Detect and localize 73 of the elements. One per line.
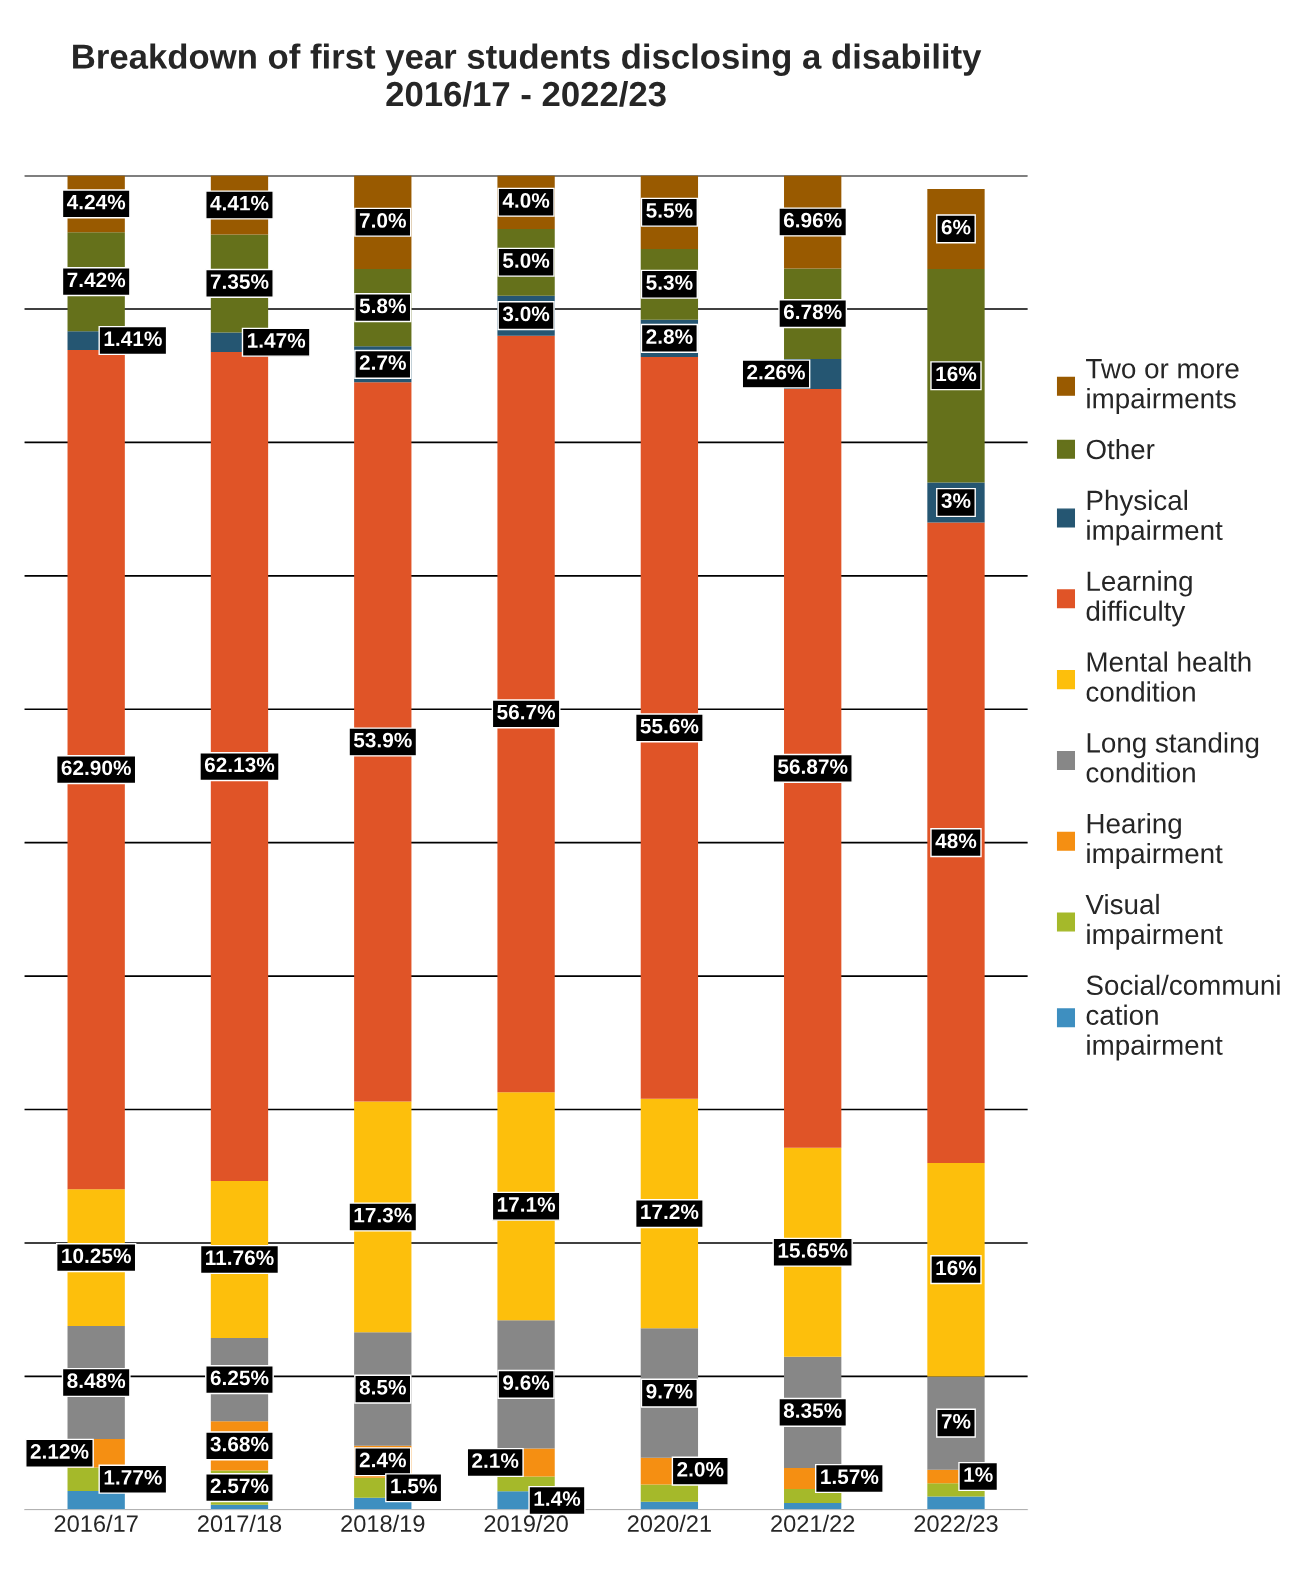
x-tick-label: 2019/20 [484, 1514, 568, 1533]
x-tick-label: 2021/22 [771, 1514, 855, 1533]
data-label: 15.65% [778, 1243, 848, 1258]
bar [640, 1484, 699, 1502]
data-label: 4.0% [502, 193, 550, 208]
bar [927, 522, 985, 1163]
data-label: 1.77% [104, 1470, 162, 1485]
data-label: 1.47% [247, 333, 306, 348]
data-label: 6.78% [783, 304, 842, 320]
legend-label: Social/communication impairment [1086, 974, 1280, 1061]
data-label: 1.4% [534, 1491, 581, 1507]
data-label: 2.0% [677, 1461, 724, 1477]
data-label: 2.26% [747, 364, 805, 380]
data-label: 62.13% [204, 757, 275, 773]
data-label: 8.48% [67, 1373, 126, 1389]
legend-label: Mental health condition [1086, 651, 1251, 702]
data-label: 5.0% [502, 253, 550, 268]
data-label: 62.90% [61, 760, 131, 776]
data-label: 2.4% [359, 1452, 406, 1468]
data-label: 56.7% [497, 704, 556, 720]
data-label: 3.0% [502, 306, 550, 322]
data-label: 10.25% [62, 1248, 131, 1264]
data-label: 2.8% [646, 329, 693, 344]
bar [927, 1496, 985, 1510]
data-label: 56.87% [778, 759, 848, 775]
x-tick-label: 2017/18 [198, 1514, 282, 1533]
data-label: 1.57% [821, 1469, 879, 1485]
data-label: 4.24% [66, 194, 126, 210]
x-tick-label: 2018/19 [341, 1514, 425, 1533]
data-label: 3% [941, 493, 971, 509]
data-label: 8.35% [783, 1403, 842, 1418]
data-label: 6.96% [783, 212, 842, 228]
x-tick-label: 2016/17 [54, 1514, 138, 1533]
data-label: 5.3% [646, 275, 693, 290]
data-label: 2.12% [30, 1444, 89, 1459]
legend-label: Long standing condition [1086, 732, 1259, 783]
data-label: 53.9% [353, 732, 412, 748]
x-tick-label: 2020/21 [627, 1514, 711, 1533]
data-label: 9.7% [646, 1383, 693, 1399]
x-tick-label: 2022/23 [914, 1514, 998, 1533]
data-label: 2.57% [210, 1478, 269, 1494]
data-label: 17.2% [641, 1204, 699, 1220]
data-label: 48% [935, 833, 977, 849]
data-label: 1.41% [104, 331, 162, 347]
data-label: 3.68% [210, 1436, 269, 1452]
legend-label: Learning difficulty [1086, 570, 1192, 627]
data-label: 7% [941, 1413, 971, 1429]
data-label: 11.76% [206, 1250, 274, 1266]
data-label: 7.0% [359, 213, 406, 228]
data-label: 16% [936, 366, 977, 382]
data-label: 7.35% [210, 274, 269, 290]
data-label: 4.41% [210, 195, 269, 211]
data-label: 7.42% [67, 272, 126, 288]
legend-label: Two or more impairments [1086, 359, 1239, 414]
legend-label: Hearing impairment [1087, 813, 1223, 869]
data-label: 17.1% [497, 1197, 556, 1212]
legend-label: Visual impairment [1085, 893, 1223, 950]
data-label: 2.1% [472, 1453, 519, 1468]
data-label: 8.5% [359, 1379, 406, 1395]
data-label: 1.5% [391, 1478, 437, 1494]
data-label: 5.5% [646, 203, 693, 218]
legend-label: Other [1086, 438, 1155, 460]
data-label: 2.7% [359, 355, 406, 370]
data-label: 5.8% [359, 298, 406, 314]
data-label: 6% [941, 219, 971, 235]
data-label: 55.6% [640, 718, 699, 734]
data-label: 9.6% [503, 1375, 550, 1390]
legend-label: Physical impairment [1087, 489, 1223, 546]
chart-title: Breakdown of first year students disclosing a disability 2016/17 - 2022/23 [73, 43, 982, 107]
data-label: 6.25% [210, 1370, 269, 1386]
data-label: 17.3% [354, 1207, 412, 1223]
data-label: 1% [964, 1467, 993, 1483]
data-label: 16% [936, 1260, 977, 1276]
